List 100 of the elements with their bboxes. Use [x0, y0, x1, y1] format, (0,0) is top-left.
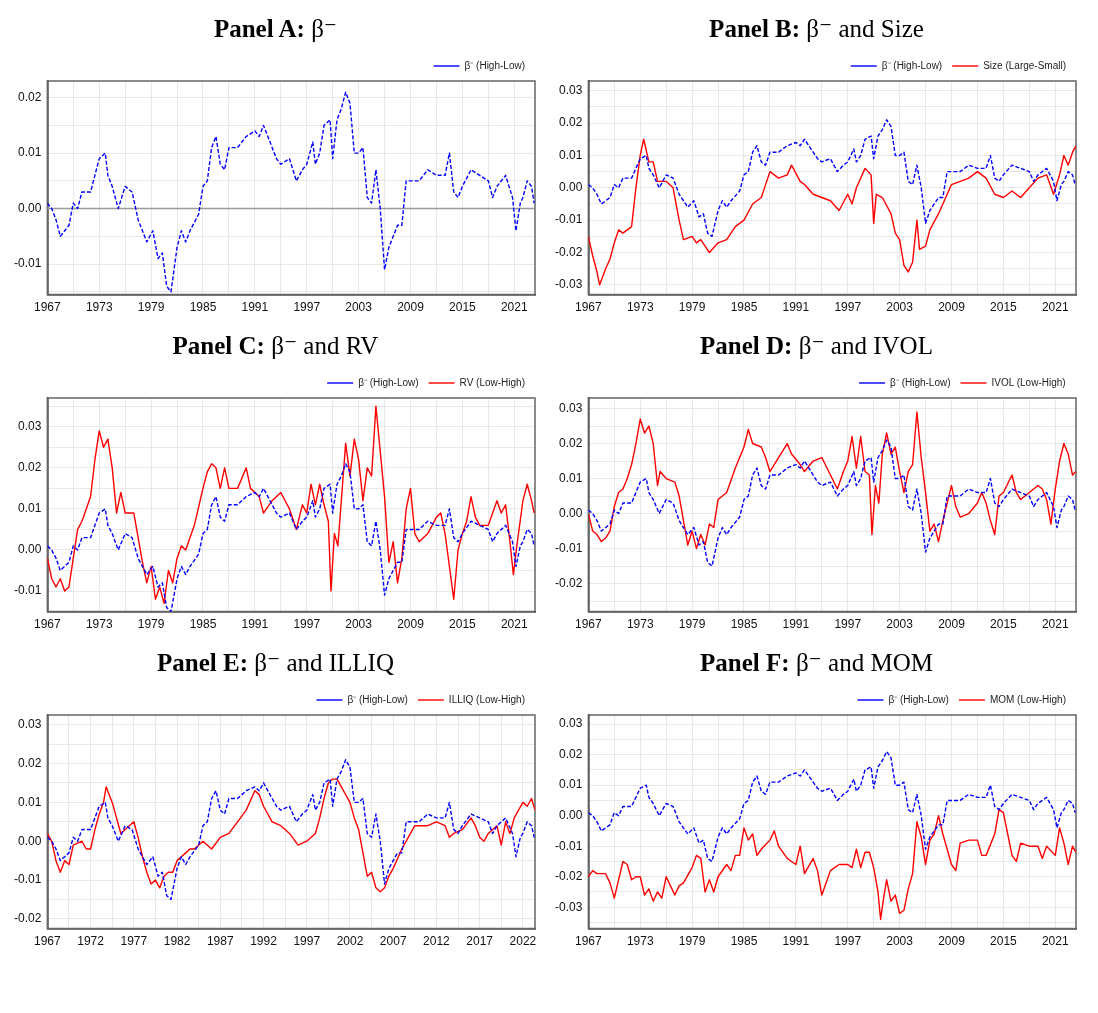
- chart-title: Panel F: β⁻ and MOM: [700, 649, 933, 676]
- x-tick-label: 2021: [1041, 300, 1069, 315]
- y-tick-label: 0.01: [17, 501, 42, 516]
- y-tick-label: 0.03: [558, 83, 583, 98]
- x-tick-label: 2015: [990, 934, 1018, 949]
- legend-label: β⁻ (High-Low): [358, 376, 419, 388]
- x-tick-label: 1979: [137, 617, 165, 632]
- x-tick-label: 2009: [938, 934, 966, 949]
- y-tick-label: 0.01: [17, 794, 42, 809]
- x-tick-label: 1979: [678, 300, 706, 315]
- x-tick-label: 2022: [509, 934, 537, 949]
- chart-title: Panel E: β⁻ and ILLIQ: [157, 649, 394, 676]
- x-tick-label: 1979: [678, 617, 706, 632]
- legend-label: MOM (Low-High): [989, 693, 1067, 705]
- chart-title: Panel C: β⁻ and RV: [172, 332, 379, 359]
- x-tick-label: 2015: [449, 300, 477, 315]
- y-tick-label: -0.01: [13, 583, 42, 598]
- x-tick-label: 2003: [886, 934, 914, 949]
- x-tick-label: 1992: [250, 934, 278, 949]
- y-tick-label: -0.03: [554, 899, 583, 914]
- legend-label: β⁻ (High-Low): [888, 693, 949, 705]
- legend-label: β⁻ (High-Low): [347, 693, 408, 705]
- x-tick-label: 1991: [782, 934, 810, 949]
- x-tick-label: 1967: [575, 300, 603, 315]
- y-tick-label: 0.01: [558, 777, 583, 792]
- x-tick-label: 1991: [782, 300, 810, 315]
- x-tick-label: 2007: [379, 934, 407, 949]
- chart-title: Panel A: β⁻: [213, 15, 338, 42]
- chart-title: Panel B: β⁻ and Size: [709, 15, 924, 42]
- y-tick-label: 0.00: [17, 833, 42, 848]
- x-tick-label: 1985: [730, 300, 758, 315]
- legend-label: Size (Large-Small): [983, 59, 1067, 71]
- y-tick-label: -0.03: [554, 277, 583, 292]
- x-tick-label: 1997: [834, 300, 862, 315]
- y-tick-label: -0.02: [554, 869, 583, 884]
- y-tick-label: 0.03: [17, 717, 42, 732]
- x-tick-label: 1973: [626, 300, 654, 315]
- y-tick-label: 0.02: [17, 755, 42, 770]
- x-tick-label: 2009: [397, 300, 425, 315]
- x-tick-label: 1997: [834, 617, 862, 632]
- x-tick-label: 1973: [626, 934, 654, 949]
- y-tick-label: 0.00: [558, 808, 583, 823]
- chart-title: Panel D: β⁻ and IVOL: [700, 332, 933, 359]
- x-tick-label: 1987: [206, 934, 234, 949]
- x-tick-label: 2021: [500, 617, 528, 632]
- x-tick-label: 1967: [34, 300, 62, 315]
- x-tick-label: 1991: [241, 300, 269, 315]
- x-tick-label: 1985: [189, 617, 217, 632]
- x-tick-label: 1985: [730, 617, 758, 632]
- x-tick-label: 2003: [345, 617, 373, 632]
- y-tick-label: -0.01: [554, 212, 583, 227]
- y-tick-label: -0.02: [13, 911, 42, 926]
- line-series: [47, 758, 535, 901]
- line-series: [588, 439, 1076, 567]
- x-tick-label: 2015: [990, 300, 1018, 315]
- x-tick-label: 1979: [137, 300, 165, 315]
- x-tick-label: 2017: [466, 934, 494, 949]
- x-tick-label: 1973: [85, 617, 113, 632]
- y-tick-label: 0.02: [17, 89, 42, 104]
- x-tick-label: 1997: [293, 617, 321, 632]
- y-tick-label: 0.02: [558, 115, 583, 130]
- line-series: [588, 750, 1076, 863]
- legend-label: β⁻ (High-Low): [881, 59, 943, 71]
- x-tick-label: 2009: [938, 617, 966, 632]
- x-tick-label: 1985: [730, 934, 758, 949]
- y-tick-label: 0.01: [17, 145, 42, 160]
- y-tick-label: -0.02: [554, 575, 583, 590]
- x-tick-label: 2012: [423, 934, 451, 949]
- y-tick-label: -0.01: [554, 540, 583, 555]
- y-tick-label: 0.02: [558, 746, 583, 761]
- x-tick-label: 1991: [782, 617, 810, 632]
- y-tick-label: 0.00: [558, 180, 583, 195]
- line-series: [588, 119, 1076, 238]
- x-tick-label: 2021: [1041, 617, 1069, 632]
- x-tick-label: 1997: [834, 934, 862, 949]
- x-tick-label: 1973: [85, 300, 113, 315]
- x-tick-label: 2003: [345, 300, 373, 315]
- x-tick-label: 1991: [241, 617, 269, 632]
- x-tick-label: 2003: [886, 617, 914, 632]
- x-tick-label: 1997: [293, 300, 321, 315]
- x-tick-label: 2021: [1041, 934, 1069, 949]
- x-tick-label: 2021: [500, 300, 528, 315]
- y-tick-label: -0.02: [554, 244, 583, 259]
- y-tick-label: 0.03: [17, 419, 42, 434]
- x-tick-label: 1967: [575, 617, 603, 632]
- legend-label: β⁻ (High-Low): [464, 59, 526, 71]
- x-tick-label: 2015: [990, 617, 1018, 632]
- legend-label: IVOL (Low-High): [991, 376, 1066, 388]
- x-tick-label: 1967: [575, 934, 603, 949]
- y-tick-label: 0.00: [558, 505, 583, 520]
- legend-label: β⁻ (High-Low): [890, 376, 951, 388]
- x-tick-label: 1972: [77, 934, 105, 949]
- y-tick-label: 0.00: [17, 542, 42, 557]
- y-tick-label: -0.01: [13, 256, 42, 271]
- y-tick-label: 0.01: [558, 470, 583, 485]
- x-tick-label: 1979: [678, 934, 706, 949]
- y-tick-label: -0.01: [13, 872, 42, 887]
- y-tick-label: -0.01: [554, 838, 583, 853]
- x-tick-label: 2003: [886, 300, 914, 315]
- x-tick-label: 1967: [34, 617, 62, 632]
